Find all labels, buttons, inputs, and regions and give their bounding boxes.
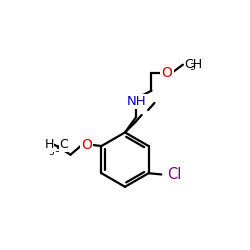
Text: H: H	[45, 138, 54, 151]
Text: 3: 3	[190, 64, 195, 72]
Text: H: H	[44, 138, 54, 151]
Text: O: O	[161, 66, 172, 80]
Text: O: O	[81, 138, 92, 152]
Text: 3: 3	[54, 145, 60, 154]
Text: NH: NH	[126, 95, 146, 108]
Text: 3: 3	[49, 148, 54, 157]
Text: CH: CH	[184, 58, 202, 71]
Text: C: C	[59, 138, 68, 151]
Text: Cl: Cl	[167, 167, 182, 182]
